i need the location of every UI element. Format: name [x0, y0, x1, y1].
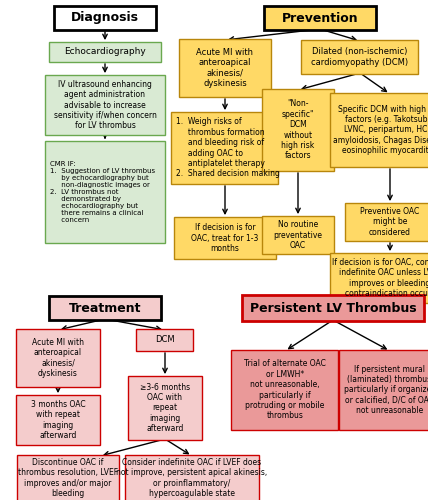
- FancyBboxPatch shape: [301, 40, 419, 74]
- Text: CMR IF:
1.  Suggestion of LV thrombus
     by echocardiography but
     non-diag: CMR IF: 1. Suggestion of LV thrombus by …: [50, 161, 155, 223]
- Text: Persistent LV Thrombus: Persistent LV Thrombus: [250, 302, 416, 314]
- FancyBboxPatch shape: [330, 253, 428, 303]
- Text: 1.  Weigh risks of
     thrombus formation
     and bleeding risk of
     adding: 1. Weigh risks of thrombus formation and…: [176, 118, 280, 178]
- Text: ≥3-6 months
OAC with
repeat
imaging
afterward: ≥3-6 months OAC with repeat imaging afte…: [140, 382, 190, 434]
- Text: Consider indefinite OAC if LVEF does
not improve, persistent apical akinesis,
or: Consider indefinite OAC if LVEF does not…: [116, 458, 268, 498]
- FancyBboxPatch shape: [137, 329, 193, 351]
- FancyBboxPatch shape: [49, 42, 161, 62]
- FancyBboxPatch shape: [262, 216, 334, 254]
- Text: Trial of alternate OAC
or LMWH*
not unreasonable,
particularly if
protruding or : Trial of alternate OAC or LMWH* not unre…: [244, 360, 326, 420]
- Text: Diagnosis: Diagnosis: [71, 12, 139, 24]
- Text: "Non-
specific"
DCM
without
high risk
factors: "Non- specific" DCM without high risk fa…: [281, 100, 315, 160]
- Text: 3 months OAC
with repeat
imaging
afterward: 3 months OAC with repeat imaging afterwa…: [31, 400, 85, 440]
- FancyBboxPatch shape: [17, 455, 119, 500]
- Text: Discontinue OAC if
thrombus resolution, LVEF
improves and/or major
bleeding: Discontinue OAC if thrombus resolution, …: [18, 458, 118, 498]
- Text: Treatment: Treatment: [69, 302, 141, 314]
- Text: Echocardiography: Echocardiography: [64, 48, 146, 56]
- Text: IV ultrasound enhancing
agent administration
advisable to increase
sensitivity i: IV ultrasound enhancing agent administra…: [54, 80, 157, 130]
- FancyBboxPatch shape: [54, 6, 156, 30]
- FancyBboxPatch shape: [16, 395, 100, 445]
- FancyBboxPatch shape: [179, 39, 271, 97]
- FancyBboxPatch shape: [264, 6, 376, 30]
- Text: Acute MI with
anteroapical
akinesis/
dyskinesis: Acute MI with anteroapical akinesis/ dys…: [196, 48, 253, 88]
- FancyBboxPatch shape: [330, 93, 428, 167]
- FancyBboxPatch shape: [172, 112, 279, 184]
- Text: If persistent mural
(laminated) thrombus,
particularly if organized
or calcified: If persistent mural (laminated) thrombus…: [344, 364, 428, 416]
- FancyBboxPatch shape: [339, 350, 428, 430]
- FancyBboxPatch shape: [45, 75, 165, 135]
- Text: Dilated (non-ischemic)
cardiomyopathy (DCM): Dilated (non-ischemic) cardiomyopathy (D…: [312, 48, 409, 66]
- FancyBboxPatch shape: [242, 295, 424, 321]
- Text: Specific DCM with high risk
factors (e.g. Takotsubo,
LVNC, peripartum, HCM,
amyl: Specific DCM with high risk factors (e.g…: [333, 104, 428, 156]
- Text: No routine
preventative
OAC: No routine preventative OAC: [273, 220, 323, 250]
- FancyBboxPatch shape: [128, 376, 202, 440]
- FancyBboxPatch shape: [45, 141, 165, 243]
- Text: DCM: DCM: [155, 336, 175, 344]
- FancyBboxPatch shape: [232, 350, 339, 430]
- FancyBboxPatch shape: [49, 296, 161, 320]
- FancyBboxPatch shape: [262, 89, 334, 171]
- Text: Acute MI with
anteroapical
akinesis/
dyskinesis: Acute MI with anteroapical akinesis/ dys…: [32, 338, 84, 378]
- FancyBboxPatch shape: [16, 329, 100, 387]
- FancyBboxPatch shape: [125, 455, 259, 500]
- Text: Prevention: Prevention: [282, 12, 358, 24]
- FancyBboxPatch shape: [174, 217, 276, 259]
- Text: Preventive OAC
might be
considered: Preventive OAC might be considered: [360, 207, 419, 237]
- Text: If decision is for OAC, consider
indefinite OAC unless LVEF
improves or bleeding: If decision is for OAC, consider indefin…: [332, 258, 428, 298]
- Text: If decision is for
OAC, treat for 1-3
months: If decision is for OAC, treat for 1-3 mo…: [191, 223, 259, 253]
- FancyBboxPatch shape: [345, 203, 428, 241]
